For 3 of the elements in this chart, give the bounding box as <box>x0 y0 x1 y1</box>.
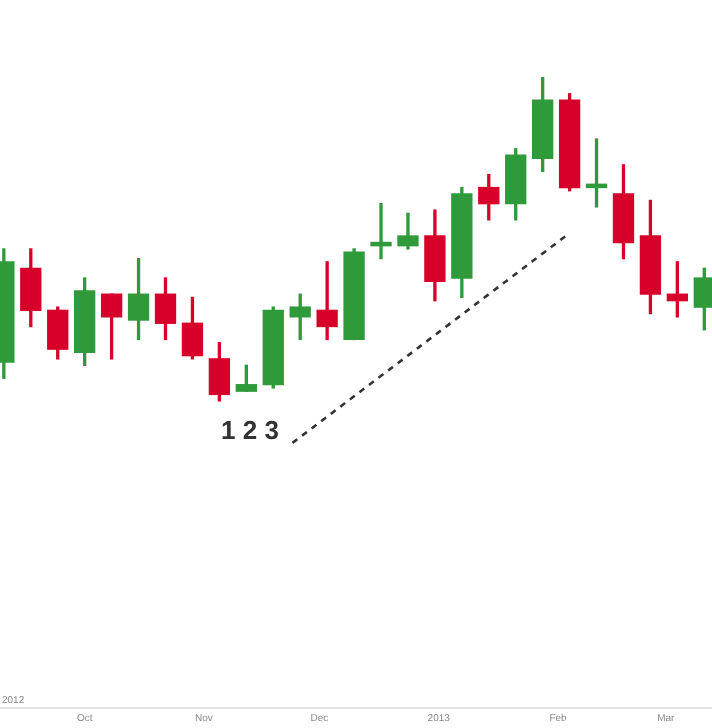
candlestick <box>370 203 392 260</box>
text: 1 2 3 <box>221 415 279 446</box>
candlestick <box>316 261 338 341</box>
